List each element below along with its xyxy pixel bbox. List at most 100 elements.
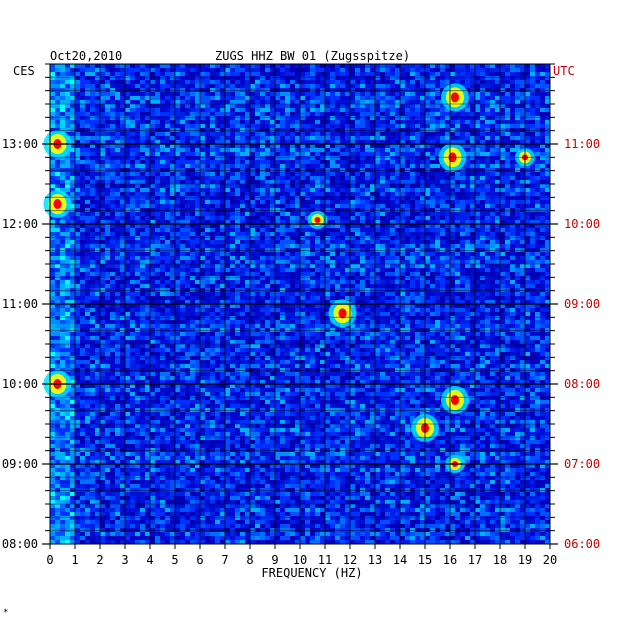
spectrogram-cell <box>180 176 186 181</box>
spectrogram-cell <box>165 244 171 249</box>
spectrogram-cell <box>480 156 486 161</box>
spectrogram-cell <box>75 108 81 113</box>
spectrogram-cell <box>535 84 541 89</box>
spectrogram-cell <box>375 220 381 225</box>
spectrogram-cell <box>120 168 126 173</box>
spectrogram-cell <box>385 116 391 121</box>
spectrogram-cell <box>340 212 346 217</box>
spectrogram-cell <box>55 232 61 237</box>
spectrogram-cell <box>90 88 96 93</box>
spectrogram-cell <box>120 116 126 121</box>
spectrogram-cell <box>345 240 351 245</box>
spectrogram-cell <box>225 208 231 213</box>
spectrogram-cell <box>545 256 551 261</box>
spectrogram-cell <box>235 168 241 173</box>
spectrogram-cell <box>285 244 291 249</box>
spectrogram-cell <box>430 64 436 69</box>
spectrogram-cell <box>300 104 306 109</box>
spectrogram-cell <box>140 128 146 133</box>
spectrogram-cell <box>105 248 111 253</box>
spectrogram-cell <box>95 244 101 249</box>
spectrogram-cell <box>255 180 261 185</box>
spectrogram-cell <box>445 136 451 141</box>
spectrogram-cell <box>250 256 256 261</box>
spectrogram-cell <box>125 260 131 265</box>
spectrogram-cell <box>320 76 326 81</box>
spectrogram-cell <box>480 232 486 237</box>
spectrogram-cell <box>460 220 466 225</box>
spectrogram-cell <box>445 244 451 249</box>
spectrogram-cell <box>150 120 156 125</box>
spectrogram-cell <box>105 180 111 185</box>
spectrogram-cell <box>210 152 216 157</box>
spectrogram-cell <box>95 252 101 257</box>
spectrogram-cell <box>170 244 176 249</box>
spectrogram-cell <box>510 128 516 133</box>
spectrogram-cell <box>90 112 96 117</box>
spectrogram-cell <box>515 164 521 169</box>
spectrogram-cell <box>215 180 221 185</box>
spectrogram-cell <box>425 252 431 257</box>
spectrogram-cell <box>290 176 296 181</box>
spectrogram-cell <box>385 180 391 185</box>
spectrogram-cell <box>335 224 341 229</box>
spectrogram-cell <box>120 256 126 261</box>
spectrogram-cell <box>70 164 76 169</box>
spectrogram-cell <box>125 112 131 117</box>
spectrogram-cell <box>480 172 486 177</box>
spectrogram-cell <box>365 104 371 109</box>
spectrogram-cell <box>65 168 71 173</box>
spectrogram-cell <box>265 104 271 109</box>
spectrogram-cell <box>195 164 201 169</box>
spectrogram-cell <box>360 112 366 117</box>
spectrogram-cell <box>105 220 111 225</box>
spectrogram-cell <box>75 116 81 121</box>
spectrogram-cell <box>465 252 471 257</box>
spectrogram-cell <box>105 260 111 265</box>
spectrogram-cell <box>240 164 246 169</box>
spectrogram-cell <box>430 76 436 81</box>
spectrogram-cell <box>270 72 276 77</box>
spectrogram-cell <box>135 204 141 209</box>
spectrogram-cell <box>445 204 451 209</box>
spectrogram-cell <box>175 132 181 137</box>
spectrogram-cell <box>355 132 361 137</box>
spectrogram-cell <box>195 220 201 225</box>
spectrogram-cell <box>520 216 526 221</box>
spectrogram-cell <box>250 248 256 253</box>
spectrogram-cell <box>170 248 176 253</box>
spectrogram-cell <box>410 212 416 217</box>
spectrogram-cell <box>225 172 231 177</box>
spectrogram-cell <box>240 76 246 81</box>
spectrogram-cell <box>325 124 331 129</box>
spectrogram-cell <box>95 160 101 165</box>
spectrogram-cell <box>525 132 531 137</box>
spectrogram-cell <box>75 64 81 69</box>
spectrogram-cell <box>285 256 291 261</box>
spectrogram-cell <box>130 140 136 145</box>
spectrogram-cell <box>375 124 381 129</box>
spectrogram-cell <box>155 204 161 209</box>
spectrogram-cell <box>115 120 121 125</box>
spectrogram-cell <box>175 228 181 233</box>
spectrogram-cell <box>395 244 401 249</box>
spectrogram-cell <box>415 188 421 193</box>
spectrogram-cell <box>325 96 331 101</box>
spectrogram-cell <box>410 112 416 117</box>
spectrogram-cell <box>260 96 266 101</box>
spectrogram-cell <box>220 140 226 145</box>
spectrogram-cell <box>250 136 256 141</box>
spectrogram-cell <box>170 148 176 153</box>
spectrogram-cell <box>475 168 481 173</box>
spectrogram-cell <box>295 136 301 141</box>
spectrogram-cell <box>170 104 176 109</box>
spectrogram-cell <box>540 76 546 81</box>
spectrogram-cell <box>270 164 276 169</box>
spectrogram-cell <box>380 232 386 237</box>
spectrogram-cell <box>255 244 261 249</box>
spectrogram-cell <box>390 80 396 85</box>
spectrogram-cell <box>235 116 241 121</box>
spectrogram-cell <box>260 156 266 161</box>
spectrogram-cell <box>245 116 251 121</box>
spectrogram-cell <box>180 220 186 225</box>
